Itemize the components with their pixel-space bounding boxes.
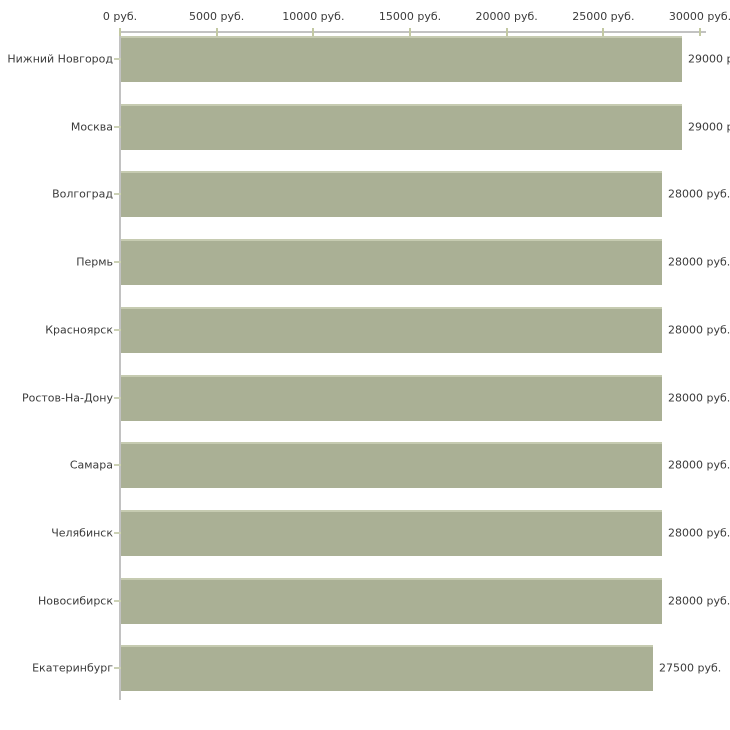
bar-row: Ростов-На-Дону 28000 руб. [0, 375, 730, 421]
category-tick-icon [114, 329, 121, 331]
x-axis-tick [215, 28, 218, 36]
category-tick-icon [114, 532, 121, 534]
bar-row: Екатеринбург 27500 руб. [0, 645, 730, 691]
category-tick-icon [114, 600, 121, 602]
bar-row: Нижний Новгород 29000 руб. [0, 36, 730, 82]
x-axis-tick [505, 28, 508, 36]
category-label: Новосибирск [37, 594, 113, 608]
value-label: 27500 руб. [659, 661, 722, 675]
y-axis-line [119, 31, 121, 700]
x-axis-tick-label: 10000 руб. [282, 10, 345, 23]
category-tick-icon [114, 464, 121, 466]
category-tick-icon [114, 261, 121, 263]
category-label: Нижний Новгород [7, 52, 113, 66]
bar [121, 307, 662, 353]
bar-row: Новосибирск 28000 руб. [0, 578, 730, 624]
bar [121, 645, 653, 691]
x-axis-tick [119, 28, 121, 36]
bar [121, 36, 682, 82]
bar-row: Пермь 28000 руб. [0, 239, 730, 285]
x-axis-line [119, 31, 706, 33]
value-label: 28000 руб. [668, 594, 730, 608]
bar-row: Москва 29000 руб. [0, 104, 730, 150]
category-label: Самара [69, 458, 113, 472]
x-axis-tick-label: 0 руб. [102, 10, 138, 23]
x-axis-tick-label: 15000 руб. [378, 10, 442, 23]
bar [121, 578, 662, 624]
value-label: 28000 руб. [668, 526, 730, 540]
category-label: Москва [70, 120, 113, 134]
x-axis-tick-label: 25000 руб. [572, 10, 635, 23]
x-axis-tick-label: 30000 руб. [668, 10, 730, 23]
category-label: Челябинск [51, 526, 113, 540]
value-label: 28000 руб. [668, 391, 730, 405]
bar [121, 375, 662, 421]
category-tick-icon [114, 126, 121, 128]
category-label: Ростов-На-Дону [21, 391, 113, 405]
category-label: Красноярск [45, 323, 113, 337]
value-label: 28000 руб. [668, 458, 730, 472]
x-axis-tick [699, 28, 701, 36]
bar [121, 510, 662, 556]
category-tick-icon [114, 667, 121, 669]
category-label: Екатеринбург [32, 661, 113, 675]
category-label: Пермь [76, 255, 113, 269]
x-axis-tick [312, 28, 315, 36]
bar [121, 171, 662, 217]
value-label: 29000 руб. [688, 52, 730, 66]
category-tick-icon [114, 58, 121, 60]
category-label: Волгоград [52, 187, 113, 201]
category-tick-icon [114, 193, 121, 195]
x-axis-tick [409, 28, 411, 36]
bar-row: Красноярск 28000 руб. [0, 307, 730, 353]
bar-row: Челябинск 28000 руб. [0, 510, 730, 556]
value-label: 29000 руб. [688, 120, 730, 134]
value-label: 28000 руб. [668, 187, 730, 201]
x-axis-tick [602, 28, 605, 36]
bar-row: Волгоград 28000 руб. [0, 171, 730, 217]
value-label: 28000 руб. [668, 323, 730, 337]
x-axis-tick-label: 5000 руб. [189, 10, 245, 23]
bar [121, 442, 662, 488]
bar-row: Самара 28000 руб. [0, 442, 730, 488]
value-label: 28000 руб. [668, 255, 730, 269]
bar [121, 239, 662, 285]
bar [121, 104, 682, 150]
x-axis-tick-label: 20000 руб. [475, 10, 538, 23]
category-tick-icon [114, 397, 121, 399]
